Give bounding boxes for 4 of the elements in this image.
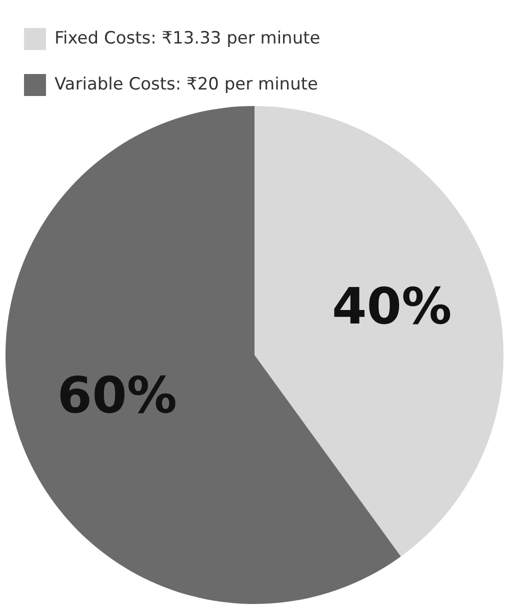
legend-label: Variable Costs: ₹20 per minute: [54, 74, 318, 94]
data-label: 40%: [332, 277, 452, 336]
legend-label: Fixed Costs: ₹13.33 per minute: [54, 28, 320, 48]
data-label: 60%: [57, 366, 177, 425]
